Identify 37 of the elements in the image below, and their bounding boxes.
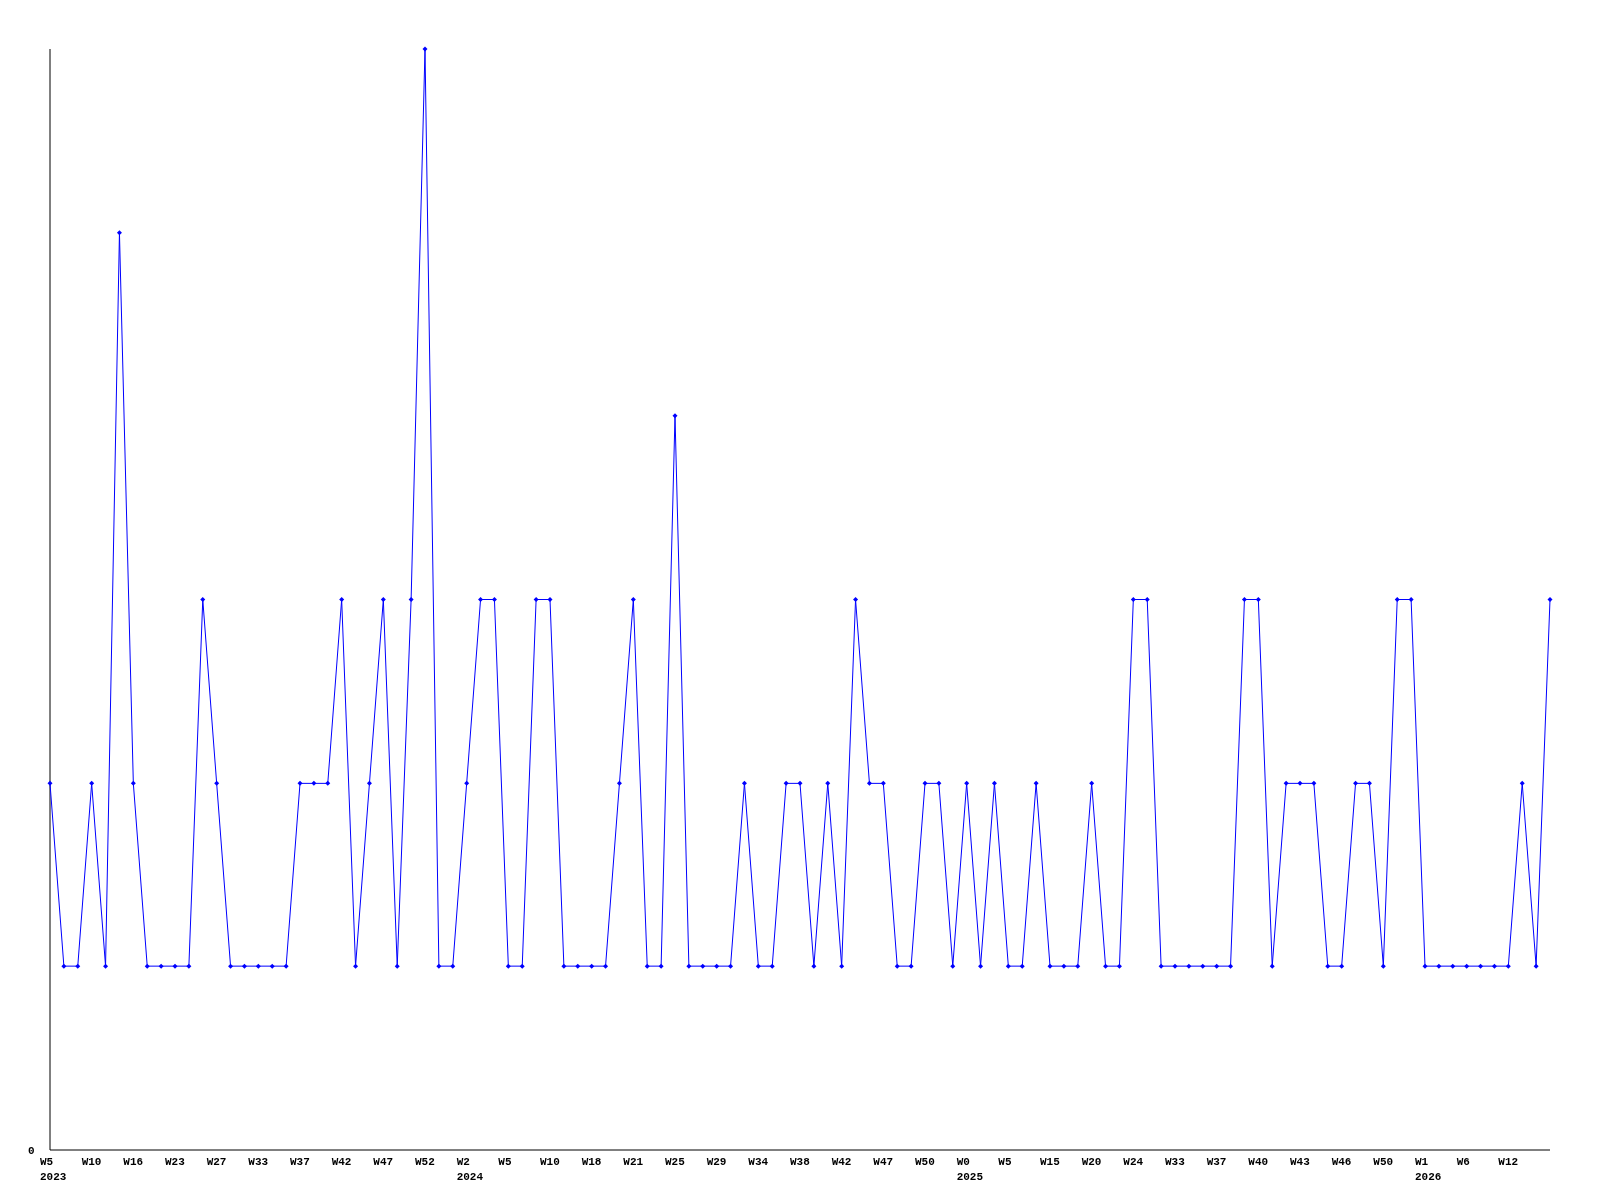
x-tick-label: W37	[1206, 1156, 1227, 1168]
x-tick-label: W1 2026	[1415, 1156, 1442, 1183]
x-tick-label: W50	[1373, 1156, 1394, 1168]
x-tick-label: W50	[915, 1156, 935, 1168]
x-tick-label: W33	[248, 1156, 269, 1168]
x-tick-label: W47	[373, 1156, 394, 1168]
x-tick-label: W20	[1081, 1156, 1102, 1168]
x-tick-label: W16	[123, 1156, 144, 1168]
x-tick-label: W5	[998, 1156, 1012, 1168]
x-tick-label: W46	[1331, 1156, 1352, 1168]
x-tick-label: W47	[873, 1156, 894, 1168]
x-tick-label: W6	[1456, 1156, 1470, 1168]
x-tick-label: W37	[290, 1156, 310, 1168]
x-tick-label: W5 2023	[40, 1156, 67, 1183]
x-tick-label: W10	[81, 1156, 102, 1168]
x-tick-label: W42	[831, 1156, 852, 1168]
x-tick-label: W52	[415, 1156, 435, 1168]
x-tick-label: W15	[1040, 1156, 1061, 1168]
x-tick-label: W24	[1123, 1156, 1144, 1168]
text: 0	[28, 1145, 35, 1157]
x-tick-label: W33	[1165, 1156, 1186, 1168]
x-tick-label: W40	[1248, 1156, 1269, 1168]
x-tick-label: W18	[581, 1156, 602, 1168]
x-tick-label: W42	[331, 1156, 352, 1168]
x-tick-label: W10	[540, 1156, 560, 1168]
x-tick-label: W0 2025	[956, 1156, 984, 1183]
x-tick-label: W21	[623, 1156, 644, 1168]
x-tick-label: W43	[1290, 1156, 1311, 1168]
x-tick-label: W5	[498, 1156, 512, 1168]
x-tick-label: W23	[165, 1156, 186, 1168]
x-tick-label: W34	[748, 1156, 769, 1168]
x-tick-label: W27	[206, 1156, 227, 1168]
x-tick-label: W25	[665, 1156, 686, 1168]
x-tick-label: W2 2024	[456, 1156, 484, 1183]
x-tick-label: W38	[790, 1156, 811, 1168]
x-tick-label: W29	[706, 1156, 727, 1168]
x-tick-label: W12	[1498, 1156, 1519, 1168]
